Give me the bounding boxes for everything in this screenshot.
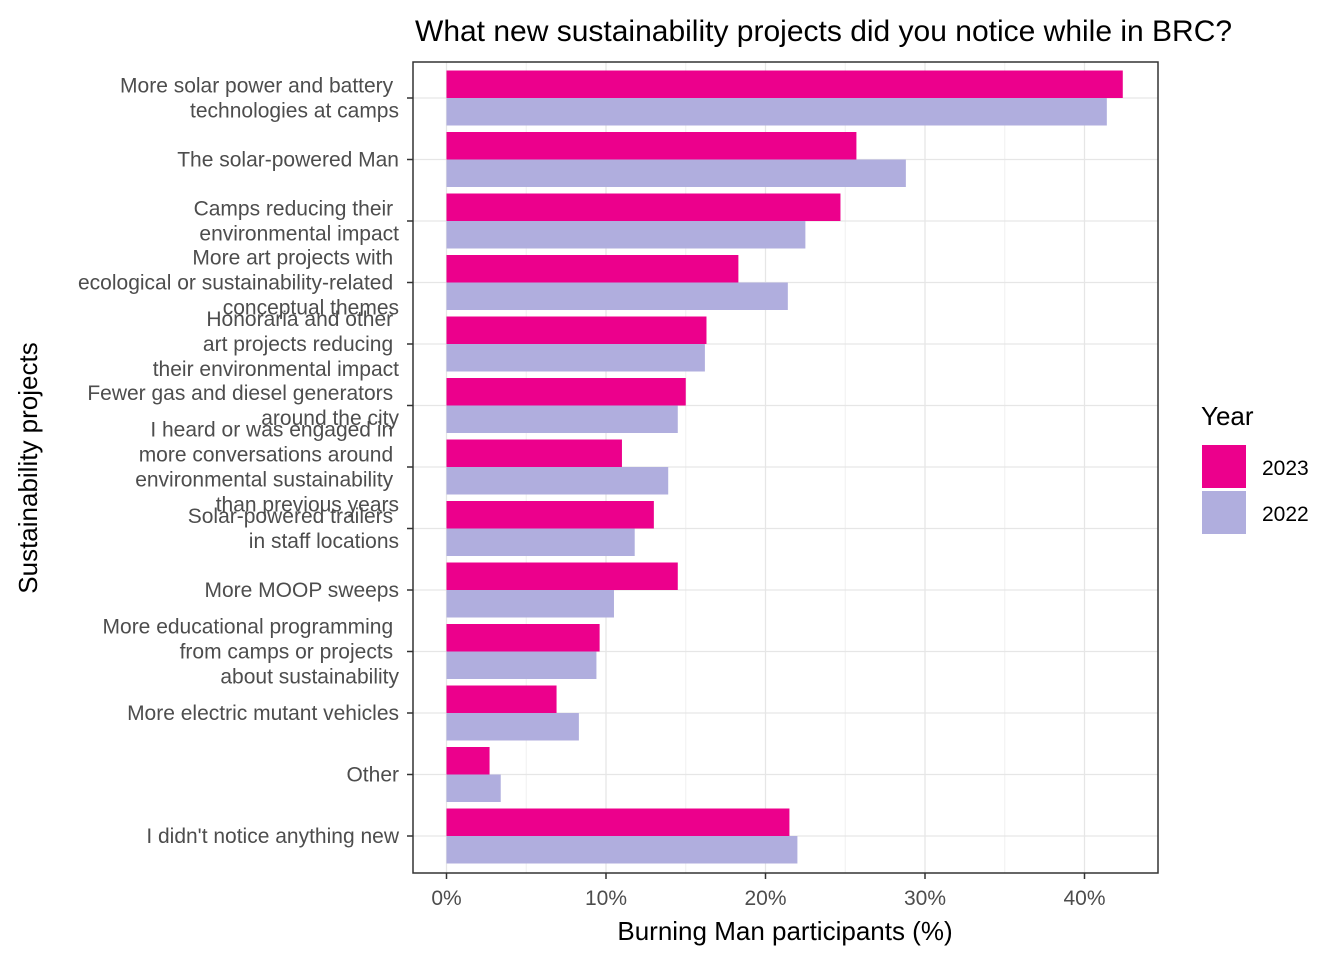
category-label-line: in staff locations bbox=[249, 530, 399, 553]
category-label-line: Honoraria and other bbox=[206, 308, 399, 331]
x-axis-ticks: 0% 10% 20% 30% 40% bbox=[431, 873, 1106, 910]
category-label-line: environmental impact bbox=[199, 223, 399, 246]
bar-2023-3 bbox=[446, 255, 739, 283]
bar-2022-7 bbox=[446, 528, 635, 556]
category-label-line: art projects reducing bbox=[203, 333, 399, 356]
bars bbox=[446, 70, 1123, 864]
category-label-line: than previous years bbox=[216, 494, 399, 517]
category-label-line: their environmental impact bbox=[153, 358, 399, 381]
category-label-line: More solar power and battery bbox=[120, 75, 399, 98]
category-label-line: Solar-powered trailers bbox=[188, 505, 399, 528]
category-label-line: conceptual themes bbox=[223, 297, 399, 320]
category-label-line: from camps or projects bbox=[180, 641, 399, 664]
category-label-line: technologies at camps bbox=[190, 100, 399, 123]
category-label: More art projects with ecological or sus… bbox=[78, 247, 399, 320]
category-label: I didn't notice anything new bbox=[146, 825, 400, 848]
category-label-line: More MOOP sweeps bbox=[204, 579, 399, 602]
bar-2023-10 bbox=[446, 685, 557, 713]
category-label-line: More art projects with bbox=[192, 247, 399, 270]
category-label-line: environmental sustainability bbox=[135, 469, 399, 492]
bar-2022-11 bbox=[446, 774, 501, 802]
category-label: Fewer gas and diesel generators around t… bbox=[87, 382, 399, 430]
x-tick-label: 20% bbox=[744, 887, 786, 910]
category-label-line: around the city bbox=[261, 407, 399, 430]
category-label: Other bbox=[346, 764, 399, 787]
category-label-line: Fewer gas and diesel generators bbox=[87, 382, 399, 405]
legend-key-2023 bbox=[1202, 445, 1246, 488]
bar-2022-9 bbox=[446, 651, 597, 679]
bar-2022-6 bbox=[446, 467, 669, 495]
x-tick-label: 40% bbox=[1063, 887, 1105, 910]
legend-label-2022: 2022 bbox=[1262, 503, 1309, 526]
x-axis-title: Burning Man participants (%) bbox=[617, 916, 952, 946]
category-label: Camps reducing their environmental impac… bbox=[194, 198, 400, 246]
bar-2022-2 bbox=[446, 221, 806, 249]
bar-2022-4 bbox=[446, 344, 705, 372]
category-label: More electric mutant vehicles bbox=[127, 702, 399, 725]
bar-2022-0 bbox=[446, 98, 1107, 126]
bar-2022-5 bbox=[446, 405, 678, 433]
bar-2022-3 bbox=[446, 282, 788, 310]
category-label-line: More educational programming bbox=[103, 616, 399, 639]
bar-2023-0 bbox=[446, 70, 1123, 98]
category-label-line: I didn't notice anything new bbox=[146, 825, 400, 848]
bar-2023-1 bbox=[446, 132, 857, 160]
category-label-line: Other bbox=[346, 764, 399, 787]
category-label: The solar-powered Man bbox=[177, 149, 399, 172]
bar-2023-11 bbox=[446, 747, 490, 775]
bar-2023-9 bbox=[446, 624, 600, 652]
bar-2023-12 bbox=[446, 808, 790, 836]
bar-2023-4 bbox=[446, 316, 707, 344]
category-label: More solar power and battery technologie… bbox=[120, 75, 399, 123]
y-axis-title: Sustainability projects bbox=[13, 342, 43, 593]
category-label-line: Camps reducing their bbox=[194, 198, 399, 221]
bar-2023-5 bbox=[446, 378, 686, 406]
bar-2023-8 bbox=[446, 562, 678, 590]
chart-title: What new sustainability projects did you… bbox=[415, 15, 1232, 48]
category-label: Honoraria and other art projects reducin… bbox=[153, 308, 399, 381]
legend-label-2023: 2023 bbox=[1262, 457, 1309, 480]
category-labels: More solar power and battery technologie… bbox=[78, 75, 413, 848]
bar-2023-7 bbox=[446, 501, 654, 529]
x-tick-label: 0% bbox=[431, 887, 461, 910]
bar-2022-10 bbox=[446, 713, 579, 741]
legend: Year 2023 2022 bbox=[1201, 401, 1309, 534]
bar-2023-6 bbox=[446, 439, 622, 467]
x-tick-label: 30% bbox=[904, 887, 946, 910]
category-label-line: about sustainability bbox=[220, 666, 399, 689]
category-label-line: The solar-powered Man bbox=[177, 149, 399, 172]
legend-title: Year bbox=[1201, 401, 1254, 431]
bar-2022-1 bbox=[446, 159, 906, 187]
category-label-line: More electric mutant vehicles bbox=[127, 702, 399, 725]
category-label: I heard or was engaged in more conversat… bbox=[135, 419, 399, 517]
category-label: More MOOP sweeps bbox=[204, 579, 399, 602]
x-tick-label: 10% bbox=[585, 887, 627, 910]
category-label-line: more conversations around bbox=[139, 444, 399, 467]
bar-2023-2 bbox=[446, 193, 841, 221]
bar-2022-12 bbox=[446, 836, 798, 864]
category-label: Solar-powered trailers in staff location… bbox=[188, 505, 399, 553]
category-label: More educational programming from camps … bbox=[103, 616, 400, 689]
bar-2022-8 bbox=[446, 590, 614, 618]
category-label-line: ecological or sustainability-related bbox=[78, 272, 399, 295]
category-label-line: I heard or was engaged in bbox=[150, 419, 399, 442]
legend-key-2022 bbox=[1202, 491, 1246, 534]
